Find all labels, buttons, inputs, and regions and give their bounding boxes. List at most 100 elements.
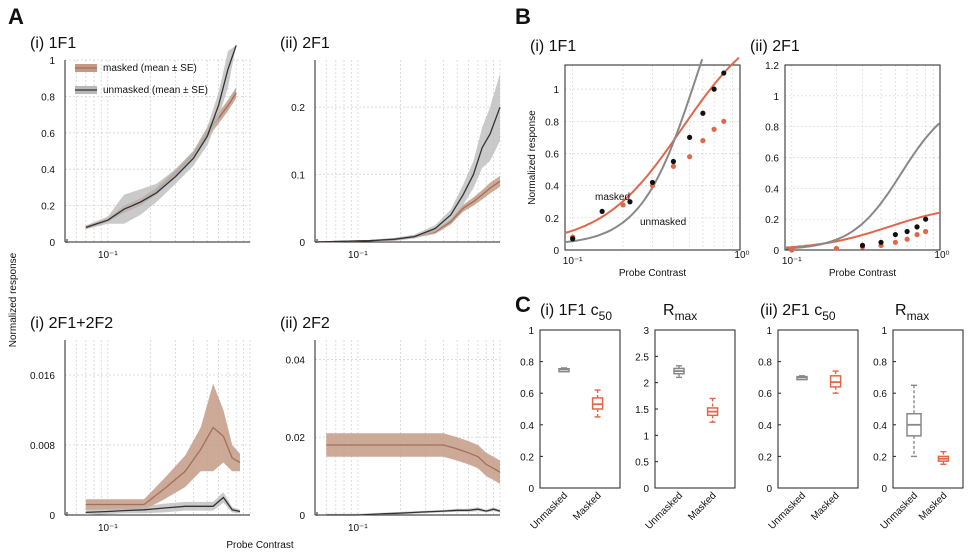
category-label: Unmasked [879, 490, 921, 532]
unmasked-mean-line [326, 508, 501, 516]
C_1F1_c50-group [539, 329, 621, 489]
y-tick-label: 0 [553, 246, 559, 257]
x-tick-label: 10⁰ [734, 250, 749, 261]
unmasked-data-point [721, 70, 727, 76]
unmasked-data-point [627, 199, 633, 205]
unmasked-data-point [570, 236, 576, 242]
x-tick-label: 10⁻¹ [563, 256, 583, 267]
y-tick-label: 0.016 [30, 371, 55, 382]
y-tick-label: 1 [881, 326, 887, 337]
x-tick-label: 10⁰ [934, 250, 949, 261]
y-tick-label: 0.8 [758, 358, 772, 369]
x-tick-label: 10⁻¹ [98, 250, 118, 261]
panel-title: (i) 1F1 [530, 38, 576, 55]
y-tick-label: 0 [766, 484, 772, 495]
axes-box [315, 340, 500, 515]
masked-data-point [904, 236, 910, 242]
y-tick-label: 0 [49, 238, 55, 249]
panel-title: (i) 2F1+2F2 [30, 315, 113, 332]
y-tick-label: 0.6 [545, 149, 559, 160]
y-tick-label: 0.2 [41, 202, 55, 213]
unmasked-mean-line [314, 106, 501, 243]
unmasked-data-point [859, 242, 866, 248]
masked-data-point [687, 154, 693, 160]
A_1F1-group [64, 45, 251, 243]
unmasked-se-band [315, 73, 500, 242]
axes-box [777, 329, 859, 489]
y-tick-label: 1 [643, 431, 649, 442]
masked-data-point [923, 228, 929, 235]
y-tick-label: 1 [773, 92, 779, 103]
y-tick-label: 0 [49, 511, 55, 522]
y-tick-label: 0.6 [41, 129, 55, 140]
unmasked-data-point [687, 134, 693, 140]
category-label: Unmasked [529, 490, 571, 532]
masked-data-point [670, 163, 677, 169]
y-tick-label: 0.6 [520, 389, 534, 400]
axes-box [654, 329, 736, 489]
y-tick-label: 0.8 [41, 92, 55, 103]
B_1F1-group [564, 56, 741, 251]
y-tick-label: 0.4 [520, 421, 534, 432]
masked-data-point [721, 118, 727, 124]
category-label: Masked [917, 490, 950, 523]
masked-data-point [789, 247, 795, 253]
axes-box [564, 64, 741, 251]
y-tick-label: 0.6 [765, 154, 779, 165]
panel-title: (i) 1F1 [30, 35, 76, 52]
y-tick-label: 0.2 [545, 214, 559, 225]
y-tick-label: 0.4 [765, 184, 779, 195]
annotation-unmasked: unmasked [640, 217, 686, 228]
y-tick-label: 0.4 [873, 421, 887, 432]
A_2F2-group [314, 340, 501, 516]
masked-data-point [700, 138, 706, 144]
C_2F1_Rmax-group [892, 329, 964, 489]
x-tick-label: 10⁻¹ [348, 250, 368, 261]
B_2F1-group [784, 64, 941, 253]
unmasked-mean-line [85, 496, 241, 514]
y-tick-label: 1.5 [635, 405, 649, 416]
masked-se-band [85, 383, 240, 510]
A_2F1-group [314, 60, 501, 243]
x-axis-label: Probe Contrast [829, 268, 896, 279]
y-tick-label: 2 [643, 379, 649, 390]
y-tick-label: 0.2 [873, 452, 887, 463]
y-tick-label: 0.6 [873, 389, 887, 400]
panel-title-rmax-1f1: Rmax [663, 302, 697, 323]
y-tick-label: 0.2 [758, 452, 772, 463]
category-label: Masked [686, 490, 719, 523]
axes-box [539, 329, 621, 489]
category-label: Masked [809, 490, 842, 523]
y-tick-label: 0.2 [520, 452, 534, 463]
y-tick-label: 0 [528, 484, 534, 495]
masked-mean-line [314, 180, 501, 243]
y-tick-label: 1 [553, 85, 559, 96]
y-tick-label: 0.2 [765, 215, 779, 226]
y-tick-label: 0.2 [291, 103, 305, 114]
y-tick-label: 1.2 [765, 61, 779, 72]
masked-data-point [833, 245, 840, 252]
y-tick-label: 0.8 [765, 123, 779, 134]
y-tick-label: 0 [299, 238, 305, 249]
x-tick-label: 10⁻¹ [782, 256, 802, 267]
unmasked-data-point [892, 231, 898, 238]
legend-masked: masked (mean ± SE) [103, 63, 197, 74]
masked-se-band [326, 433, 500, 484]
unmasked-se-band [85, 492, 240, 515]
panel-title: (ii) 2F2 [280, 315, 330, 332]
y-tick-label: 0 [643, 484, 649, 495]
unmasked-data-point [599, 208, 605, 214]
unmasked-fit-curve [784, 122, 940, 250]
y-tick-label: 0.4 [545, 182, 559, 193]
unmasked-data-point [649, 179, 656, 186]
annotation-masked: masked [595, 192, 630, 203]
axes-box [784, 64, 941, 251]
y-axis-label: Normalized response [527, 110, 538, 205]
y-tick-label: 0.6 [758, 389, 772, 400]
unmasked-data-point [904, 228, 910, 235]
y-tick-label: 0.04 [286, 355, 306, 366]
C_1F1_Rmax-group [654, 329, 736, 489]
unmasked-mean-line [85, 45, 237, 229]
masked-mean-line [85, 426, 241, 506]
